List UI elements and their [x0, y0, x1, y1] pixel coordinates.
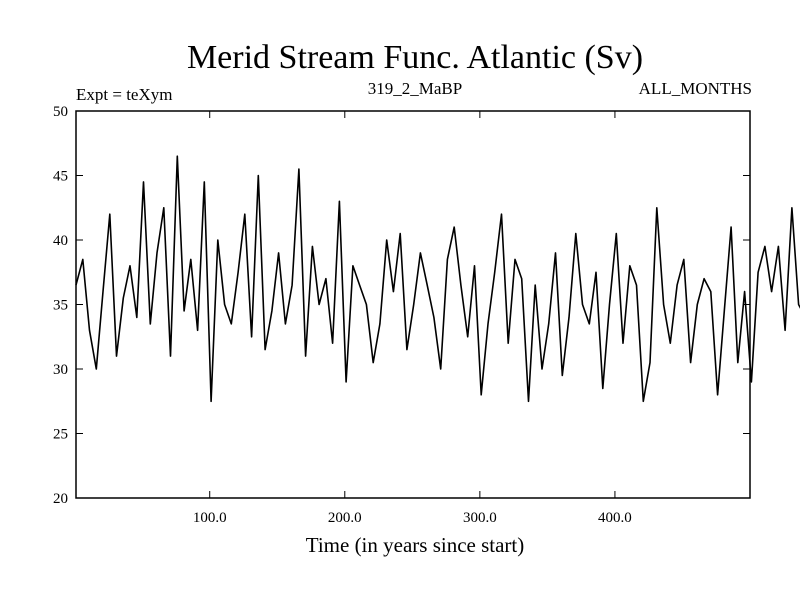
y-tick-label: 30 — [53, 362, 68, 378]
chart-title: Merid Stream Func. Atlantic (Sv) — [187, 39, 643, 76]
series-line — [75, 155, 800, 403]
series-layer — [75, 155, 800, 403]
y-tick-label: 25 — [53, 427, 68, 443]
x-axis-title: Time (in years since start) — [306, 533, 525, 557]
y-tick-label: 50 — [53, 104, 68, 120]
y-tick-label: 35 — [53, 298, 68, 314]
x-axis: 100.0 200.0 300.0 400.0 — [193, 111, 632, 526]
experiment-label: Expt = teXym — [76, 85, 172, 104]
x-tick-label: 100.0 — [193, 510, 227, 526]
x-tick-label: 400.0 — [598, 510, 632, 526]
y-axis: 20 25 30 35 40 45 50 — [53, 104, 750, 507]
x-tick-label: 300.0 — [463, 510, 497, 526]
y-tick-label: 45 — [53, 169, 68, 185]
x-tick-label: 200.0 — [328, 510, 362, 526]
y-tick-label: 20 — [53, 491, 68, 507]
months-label: ALL_MONTHS — [639, 79, 752, 98]
run-label: 319_2_MaBP — [368, 79, 462, 98]
y-tick-label: 40 — [53, 233, 68, 249]
